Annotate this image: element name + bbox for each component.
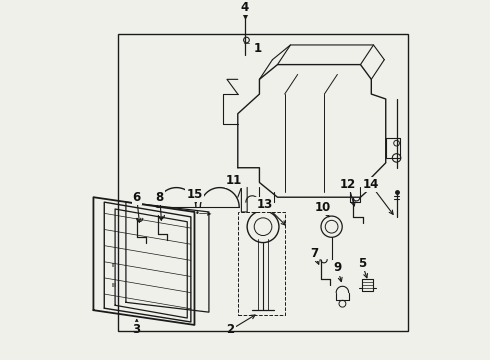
- Text: 10: 10: [315, 201, 331, 213]
- Text: II: II: [112, 264, 115, 269]
- Text: •—▸: •—▸: [195, 210, 212, 219]
- Text: III: III: [112, 283, 116, 288]
- Text: 3: 3: [133, 323, 141, 336]
- Text: 14: 14: [363, 178, 379, 191]
- Text: 7: 7: [310, 247, 318, 260]
- Text: 2: 2: [226, 323, 235, 336]
- Text: 5: 5: [358, 257, 366, 270]
- Text: 8: 8: [156, 191, 164, 204]
- Bar: [238, 212, 285, 315]
- Text: 13: 13: [256, 198, 272, 211]
- Text: 9: 9: [333, 261, 342, 274]
- Text: 15: 15: [186, 188, 203, 201]
- Bar: [118, 34, 408, 331]
- Text: 11: 11: [226, 174, 242, 187]
- Text: 12: 12: [340, 178, 356, 191]
- Text: 6: 6: [133, 191, 141, 204]
- Text: 4: 4: [241, 1, 249, 14]
- Text: 1: 1: [253, 42, 261, 55]
